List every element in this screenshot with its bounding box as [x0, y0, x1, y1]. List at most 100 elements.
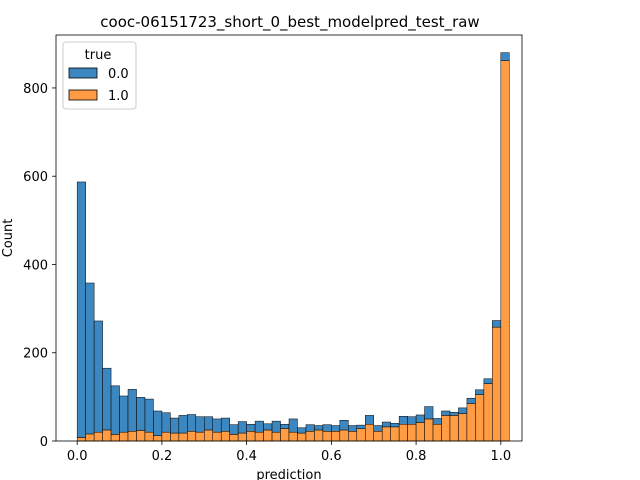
bar-true-0-bin-13 [187, 414, 197, 432]
bar-true-0-bin-32 [348, 425, 358, 432]
y-tick-label-0: 0 [40, 435, 48, 450]
bar-true-1-bin-48 [483, 383, 493, 442]
legend-label-0: 0.0 [108, 67, 129, 82]
y-tick-label-2: 400 [23, 258, 48, 273]
bar-true-0-bin-46 [466, 397, 476, 404]
bar-true-0-bin-35 [373, 425, 383, 432]
bar-true-0-bin-50 [500, 52, 510, 61]
bar-true-0-bin-7 [136, 397, 146, 431]
legend-title: true [85, 48, 112, 63]
bar-true-0-bin-44 [449, 412, 459, 416]
bar-true-1-bin-42 [432, 423, 442, 442]
x-tick-label-1: 0.2 [152, 449, 173, 464]
bar-true-1-bin-4 [110, 434, 120, 442]
bar-true-0-bin-40 [415, 414, 425, 423]
bar-true-0-bin-9 [153, 410, 163, 436]
x-tick-label-3: 0.6 [321, 449, 342, 464]
x-tick-label-2: 0.4 [236, 449, 257, 464]
y-tick-label-3: 600 [23, 170, 48, 185]
bar-true-1-bin-11 [170, 432, 180, 442]
bar-true-0-bin-24 [280, 423, 290, 429]
bar-true-1-bin-7 [136, 430, 146, 442]
bar-true-1-bin-25 [288, 431, 298, 442]
bar-true-0-bin-45 [458, 407, 468, 414]
bar-true-1-bin-30 [331, 431, 341, 442]
bar-true-0-bin-34 [365, 415, 374, 425]
legend-swatch-1 [68, 89, 98, 101]
bar-true-0-bin-30 [331, 425, 341, 432]
bar-group [76, 52, 510, 442]
bar-true-1-bin-46 [466, 403, 476, 442]
bar-true-1-bin-33 [356, 428, 366, 442]
x-tick-label-5: 1.0 [490, 449, 511, 464]
legend-swatch-0 [68, 67, 98, 79]
bar-true-1-bin-35 [373, 431, 383, 442]
bar-true-0-bin-6 [127, 389, 137, 432]
bar-true-0-bin-2 [93, 320, 103, 433]
bar-true-0-bin-20 [246, 423, 256, 432]
plot-frame [55, 34, 523, 442]
bar-true-0-bin-21 [254, 420, 264, 433]
bar-true-1-bin-36 [381, 426, 391, 442]
bar-true-0-bin-48 [483, 378, 493, 384]
bar-true-1-bin-27 [305, 431, 315, 442]
bar-true-1-bin-37 [390, 426, 400, 442]
bar-true-1-bin-28 [314, 429, 324, 442]
x-tick-label-4: 0.8 [406, 449, 427, 464]
bar-true-1-bin-32 [348, 431, 358, 442]
bar-true-1-bin-26 [297, 432, 307, 442]
bar-true-0-bin-29 [322, 424, 332, 432]
bar-true-0-bin-15 [204, 416, 213, 431]
bar-true-0-bin-14 [195, 416, 205, 433]
bar-true-0-bin-10 [161, 412, 171, 433]
y-axis-ticks: 0 200 400 600 800 [23, 82, 56, 450]
bar-true-0-bin-27 [305, 424, 315, 432]
bar-true-1-bin-21 [254, 431, 264, 442]
bar-true-0-bin-5 [119, 395, 129, 433]
bar-true-0-bin-11 [170, 417, 180, 434]
bar-true-1-bin-47 [475, 394, 485, 442]
y-tick-label-1: 200 [23, 347, 48, 362]
bar-true-1-bin-24 [280, 428, 290, 442]
bar-true-1-bin-38 [398, 423, 408, 442]
legend-label-1: 1.0 [108, 89, 129, 104]
bar-true-0-bin-16 [212, 418, 222, 433]
bar-true-1-bin-14 [195, 431, 205, 442]
bar-true-1-bin-22 [263, 429, 273, 442]
bar-true-1-bin-29 [322, 431, 332, 442]
bar-true-1-bin-15 [204, 429, 213, 442]
bar-true-1-bin-2 [93, 431, 103, 442]
y-axis-label: Count [1, 219, 16, 258]
bar-true-1-bin-40 [415, 422, 425, 442]
bar-true-0-bin-39 [407, 416, 417, 425]
chart-title: cooc-06151723_short_0_best_modelpred_tes… [100, 13, 479, 32]
bar-true-1-bin-19 [237, 432, 247, 442]
bar-true-1-bin-31 [339, 429, 349, 442]
bar-true-0-bin-4 [110, 385, 120, 435]
bar-true-0-bin-22 [263, 423, 273, 431]
bar-true-1-bin-6 [127, 431, 137, 442]
bar-true-0-bin-19 [237, 421, 247, 434]
bar-true-1-bin-34 [365, 423, 374, 442]
legend: true 0.0 1.0 [62, 41, 137, 110]
bar-true-1-bin-13 [187, 431, 197, 442]
bar-true-1-bin-49 [492, 326, 502, 442]
bar-true-0-bin-26 [297, 427, 307, 434]
bar-true-1-bin-39 [407, 423, 417, 442]
bar-true-0-bin-33 [356, 424, 366, 429]
bar-true-0-bin-36 [381, 421, 391, 428]
bar-true-1-bin-5 [119, 431, 129, 442]
bar-true-1-bin-23 [271, 431, 281, 442]
bar-true-1-bin-45 [458, 413, 468, 442]
bar-true-1-bin-17 [220, 431, 230, 442]
bar-true-1-bin-0 [76, 437, 86, 442]
bar-true-1-bin-18 [229, 434, 239, 442]
bar-true-0-bin-31 [339, 420, 349, 431]
bar-true-0-bin-17 [220, 417, 230, 432]
bar-true-0-bin-8 [144, 398, 154, 433]
bar-true-0-bin-25 [288, 418, 298, 433]
bar-true-0-bin-37 [390, 423, 400, 428]
bar-true-1-bin-9 [153, 435, 163, 442]
x-axis-ticks: 0.0 0.2 0.4 0.6 0.8 1.0 [67, 441, 511, 464]
bar-true-0-bin-0 [76, 181, 86, 438]
